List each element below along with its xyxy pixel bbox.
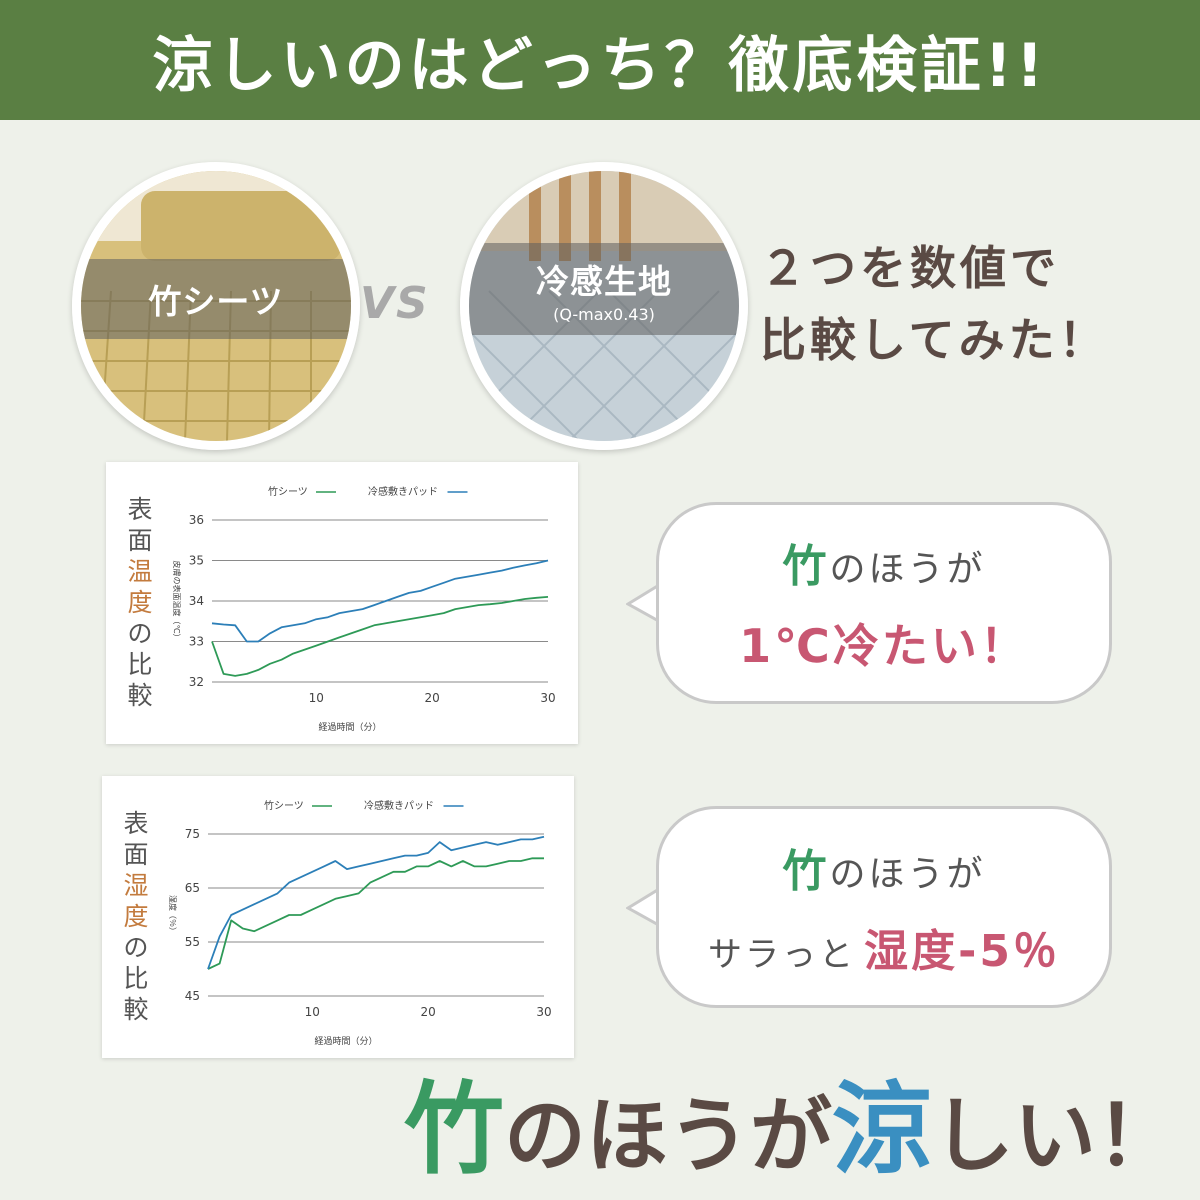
intro-line-2: 比較してみた！ (760, 313, 1109, 367)
title-char: 表 (123, 809, 149, 838)
cooling-label-band: 冷感生地 (Q-max0.43) (469, 243, 739, 335)
conclusion-end: しい！ (932, 1089, 1179, 1184)
intro-text: ２つを数値で 比較してみた！ (760, 232, 1160, 376)
title-char: 表 (127, 495, 153, 524)
temperature-line-chart: 竹シーツ 冷感敷きパッド 32 33 34 35 36 10 20 30 経過時間（分） 皮膚の表面温… (172, 485, 556, 733)
y-tick-label: 45 (185, 989, 200, 1003)
legend-label: 竹シーツ (268, 485, 308, 498)
series-line (211, 559, 549, 643)
y-tick-label: 32 (189, 675, 204, 689)
vs-label: VS (360, 278, 430, 329)
conclusion-bamboo: 竹 (404, 1071, 504, 1188)
title-char-highlight: 温 (127, 557, 153, 586)
temperature-chart-title: 表 面 温 度 の 比 較 (120, 494, 160, 711)
y-tick-label: 75 (185, 827, 200, 841)
x-tick-label: 30 (540, 691, 555, 705)
title-char: の (123, 933, 149, 962)
header-banner: 涼しいのはどっち？徹底検証!! (0, 0, 1200, 120)
cooling-fabric-photo: 冷感生地 (Q-max0.43) (460, 162, 748, 450)
bamboo-sheet-label: 竹シーツ (148, 282, 284, 321)
title-char: の (127, 619, 153, 648)
title-char: 比 (127, 650, 153, 679)
x-axis-label: 経過時間（分） (314, 1035, 377, 1047)
page-title: 涼しいのはどっち？徹底検証!! (152, 30, 1048, 101)
humidity-chart-title: 表 面 湿 度 の 比 較 (116, 808, 156, 1025)
x-tick-label: 30 (536, 1005, 551, 1019)
callout-2-line-1-rest: のほうが (829, 854, 986, 895)
x-tick-label: 20 (424, 691, 439, 705)
x-tick-label: 20 (420, 1005, 435, 1019)
temperature-chart-card: 表 面 温 度 の 比 較 竹シーツ 冷感敷きパッド 32 33 34 35 36 10 20 3… (106, 462, 578, 744)
legend-label: 冷感敷きパッド (368, 485, 438, 498)
legend-label: 竹シーツ (264, 799, 304, 812)
title-char: 較 (123, 995, 149, 1024)
callout-1-line-1-rest: のほうが (829, 549, 986, 590)
cooling-fabric-qmax: (Q-max0.43) (553, 304, 655, 324)
conclusion-middle: のほうが (504, 1089, 833, 1184)
series-line (207, 857, 544, 970)
temperature-callout: 竹のほうが 1℃冷たい！ (656, 502, 1112, 704)
y-tick-label: 35 (189, 554, 204, 568)
conclusion-cool: 涼 (832, 1071, 933, 1188)
humidity-chart-card: 表 面 湿 度 の 比 較 竹シーツ 冷感敷きパッド 45 55 65 75 10 20 30 経… (102, 776, 574, 1058)
title-char-highlight: 湿 (123, 871, 149, 900)
cooling-fabric-label: 冷感生地 (536, 261, 672, 301)
title-char-highlight: 度 (127, 588, 153, 617)
conclusion-text: 竹のほうが涼しい！ (404, 1048, 1178, 1193)
bamboo-label-band: 竹シーツ (81, 259, 351, 339)
y-axis-label: 皮膚の表面温度（℃） (172, 561, 182, 642)
y-axis-label: 湿度（％） (168, 895, 178, 935)
x-tick-label: 10 (305, 1005, 320, 1019)
intro-line-1: ２つを数値で (760, 241, 1060, 295)
y-tick-label: 33 (189, 635, 204, 649)
callout-2-line-1: 竹のほうが (782, 835, 985, 899)
title-char-highlight: 度 (123, 902, 149, 931)
callout-2-line-2: サラっと 湿度-5％ (708, 915, 1060, 979)
series-line (207, 835, 545, 970)
title-char: 較 (127, 681, 153, 710)
humidity-accent: 湿度-5％ (864, 926, 1060, 977)
y-tick-label: 34 (189, 594, 204, 608)
bamboo-accent: 竹 (782, 541, 830, 592)
y-tick-label: 55 (185, 935, 200, 949)
callout-1-line-1: 竹のほうが (782, 530, 985, 594)
bamboo-sheet-photo: 竹シーツ (72, 162, 360, 450)
x-tick-label: 10 (309, 691, 324, 705)
series-line (211, 596, 549, 677)
title-char: 比 (123, 964, 149, 993)
y-tick-label: 65 (185, 881, 200, 895)
title-char: 面 (123, 840, 149, 869)
humidity-line-chart: 竹シーツ 冷感敷きパッド 45 55 65 75 10 20 30 経過時間（分） 湿度（％） (168, 799, 552, 1047)
callout-2-prefix: サラっと (708, 935, 856, 975)
title-char: 面 (127, 526, 153, 555)
legend-label: 冷感敷きパッド (364, 799, 434, 812)
humidity-callout: 竹のほうが サラっと 湿度-5％ (656, 806, 1112, 1008)
y-tick-label: 36 (189, 513, 204, 527)
x-axis-label: 経過時間（分） (318, 721, 381, 733)
bamboo-accent: 竹 (782, 846, 830, 897)
callout-1-line-2: 1℃冷たい！ (739, 619, 1029, 673)
